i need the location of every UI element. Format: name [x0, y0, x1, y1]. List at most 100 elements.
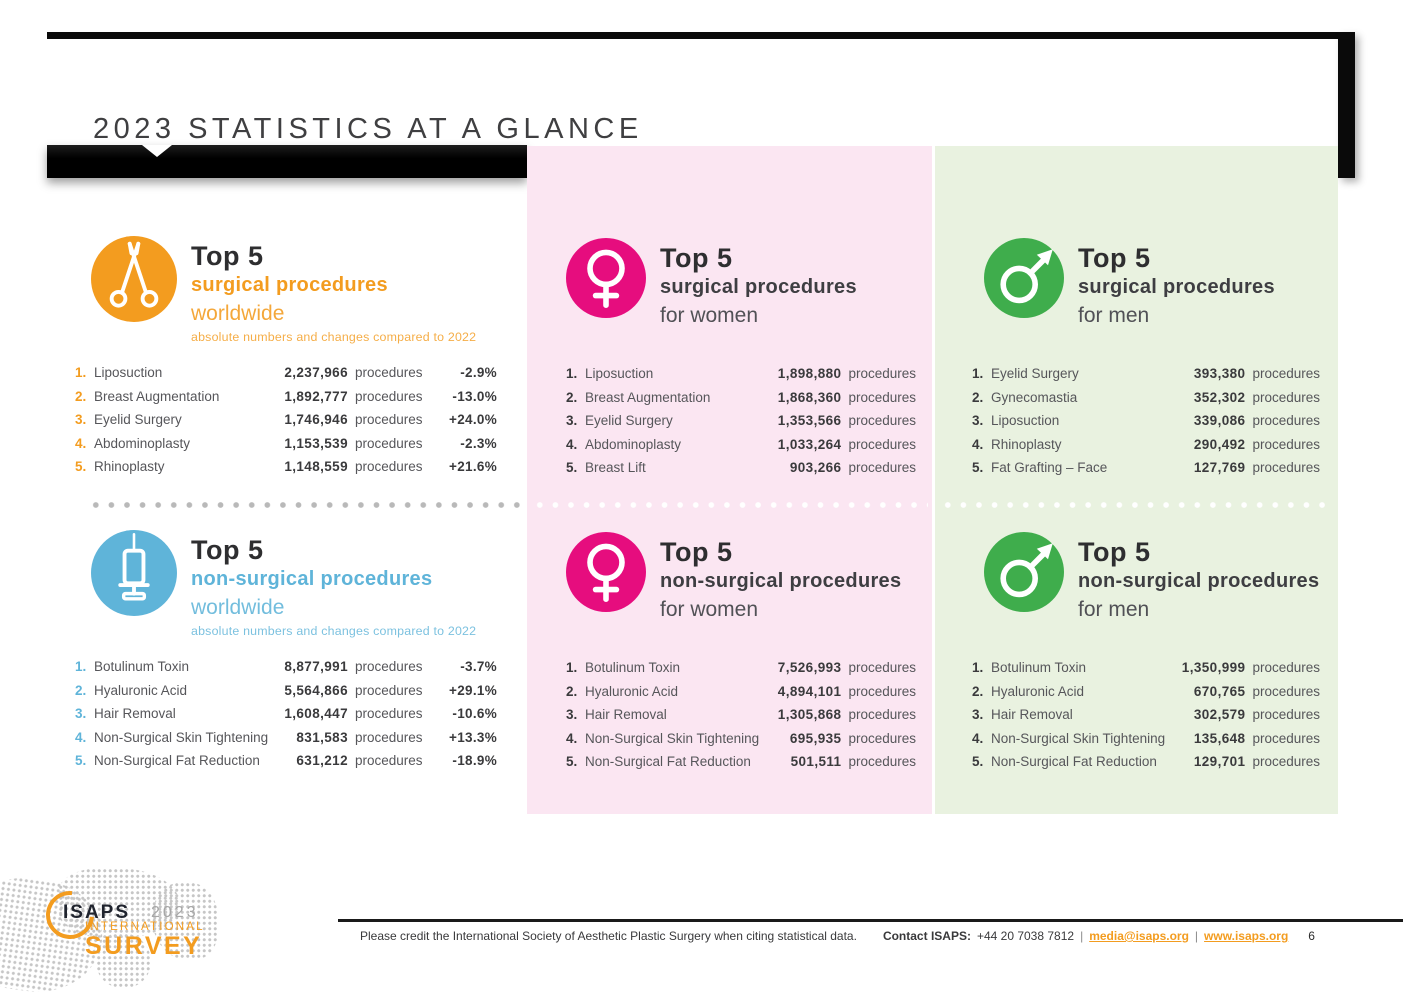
- unit-label: procedures: [355, 659, 423, 674]
- isaps-logo-text: ISAPS: [63, 902, 131, 923]
- unit-label: procedures: [848, 660, 916, 675]
- unit-label: procedures: [1252, 413, 1320, 428]
- procedure-row: 3. Hair Removal 1,608,447 procedures -10…: [75, 706, 497, 730]
- female-icon: [566, 238, 646, 318]
- rank-label: 4.: [972, 730, 984, 746]
- scissors-icon: [91, 236, 177, 322]
- procedure-count: 1,148,559: [284, 459, 348, 474]
- rank-label: 1.: [972, 366, 984, 381]
- rank-label: 2.: [75, 388, 87, 404]
- change-percent: +21.6%: [449, 459, 497, 474]
- panel-nonsurgical-worldwide: Top 5 non-surgical procedures worldwide …: [75, 530, 497, 777]
- panel-subtitle: surgical procedures: [660, 276, 857, 298]
- panel-header: Top 5 non-surgical procedures for men: [972, 532, 1320, 624]
- change-percent: -2.3%: [460, 435, 497, 451]
- rank-label: 3.: [75, 706, 87, 721]
- rank-label: 1.: [75, 365, 87, 380]
- panel-surgical-men: Top 5 surgical procedures for men 1. Eye…: [972, 238, 1320, 484]
- unit-label: procedures: [1252, 683, 1320, 699]
- procedure-name: Eyelid Surgery: [991, 366, 1079, 381]
- procedure-row: 5. Non-Surgical Fat Reduction 631,212 pr…: [75, 753, 497, 777]
- unit-label: procedures: [1252, 707, 1320, 722]
- credit-text: Please credit the International Society …: [360, 929, 857, 943]
- world-map-pattern: [96, 933, 151, 988]
- procedure-name: Liposuction: [585, 366, 654, 381]
- procedure-row: 5. Rhinoplasty 1,148,559 procedures +21.…: [75, 459, 497, 483]
- panel-scope: worldwide: [191, 302, 285, 325]
- procedure-name: Hair Removal: [991, 707, 1073, 722]
- rank-label: 3.: [972, 413, 984, 428]
- page-title: 2023 STATISTICS AT A GLANCE: [93, 113, 643, 146]
- unit-label: procedures: [1252, 660, 1320, 675]
- procedure-list: 1. Botulinum Toxin 1,350,999 procedures …: [972, 660, 1320, 778]
- procedure-row: 4. Abdominoplasty 1,153,539 procedures -…: [75, 436, 497, 460]
- syringe-icon: [91, 530, 177, 616]
- separator: |: [1080, 929, 1084, 943]
- rank-label: 3.: [566, 413, 578, 428]
- panel-scope: for men: [1078, 598, 1150, 621]
- unit-label: procedures: [1252, 730, 1320, 746]
- panel-header: Top 5 surgical procedures for men: [972, 238, 1320, 330]
- header-right-bar: [1338, 32, 1355, 178]
- procedure-name: Non-Surgical Fat Reduction: [991, 754, 1157, 769]
- procedure-count: 127,769: [1193, 460, 1246, 475]
- procedure-count: 1,350,999: [1181, 660, 1246, 675]
- procedure-name: Non-Surgical Skin Tightening: [94, 729, 269, 745]
- procedure-list: 1. Liposuction 1,898,880 procedures 2. B…: [566, 366, 916, 484]
- change-percent: -2.9%: [460, 365, 497, 380]
- separator: |: [1194, 929, 1199, 943]
- email-link[interactable]: media@isaps.org: [1089, 929, 1189, 943]
- website-link[interactable]: www.isaps.org: [1204, 929, 1289, 943]
- unit-label: procedures: [355, 459, 423, 474]
- panel-subtitle: surgical procedures: [191, 274, 388, 296]
- procedure-row: 5. Non-Surgical Fat Reduction 129,701 pr…: [972, 754, 1320, 778]
- unit-label: procedures: [355, 412, 423, 427]
- procedure-name: Eyelid Surgery: [585, 413, 673, 428]
- procedure-count: 352,302: [1193, 389, 1246, 405]
- panel-note: absolute numbers and changes compared to…: [191, 624, 477, 638]
- procedure-name: Hyaluronic Acid: [991, 683, 1085, 699]
- panel-title: Top 5: [1078, 243, 1151, 273]
- procedure-row: 1. Liposuction 2,237,966 procedures -2.9…: [75, 365, 497, 389]
- dotted-divider: [532, 500, 928, 510]
- unit-label: procedures: [1252, 366, 1320, 381]
- change-percent: -3.7%: [460, 659, 497, 674]
- procedure-row: 1. Liposuction 1,898,880 procedures: [566, 366, 916, 390]
- unit-label: procedures: [848, 754, 916, 769]
- procedure-count: 903,266: [789, 460, 842, 475]
- panel-title: Top 5: [660, 243, 733, 273]
- procedure-name: Non-Surgical Skin Tightening: [991, 730, 1166, 746]
- change-percent: +13.3%: [449, 729, 497, 745]
- procedure-count: 1,892,777: [284, 388, 348, 404]
- change-percent: -13.0%: [452, 388, 497, 404]
- procedure-row: 4. Non-Surgical Skin Tightening 831,583 …: [75, 730, 497, 754]
- procedure-row: 5. Fat Grafting – Face 127,769 procedure…: [972, 460, 1320, 484]
- procedure-name: Hyaluronic Acid: [585, 683, 679, 699]
- header-top-bar: [47, 32, 1355, 39]
- procedure-list: 1. Eyelid Surgery 393,380 procedures 2. …: [972, 366, 1320, 484]
- panel-nonsurgical-women: Top 5 non-surgical procedures for women …: [566, 532, 916, 778]
- rank-label: 1.: [75, 659, 87, 674]
- procedure-count: 1,033,264: [777, 436, 842, 452]
- unit-label: procedures: [1252, 460, 1320, 475]
- contact-label: Contact ISAPS:: [882, 929, 971, 943]
- panel-title: Top 5: [191, 535, 264, 565]
- panel-scope: worldwide: [191, 596, 285, 619]
- change-percent: -18.9%: [452, 753, 497, 768]
- procedure-count: 7,526,993: [777, 660, 842, 675]
- procedure-row: 1. Botulinum Toxin 1,350,999 procedures: [972, 660, 1320, 684]
- rank-label: 1.: [566, 660, 578, 675]
- unit-label: procedures: [355, 753, 423, 768]
- procedure-name: Fat Grafting – Face: [991, 460, 1108, 475]
- procedure-name: Rhinoplasty: [991, 436, 1062, 452]
- procedure-row: 2. Gynecomastia 352,302 procedures: [972, 390, 1320, 414]
- procedure-count: 631,212: [296, 753, 348, 768]
- header-bottom-bar: [47, 145, 527, 178]
- panel-header: Top 5 non-surgical procedures worldwide …: [75, 530, 497, 640]
- procedure-row: 3. Eyelid Surgery 1,746,946 procedures +…: [75, 412, 497, 436]
- procedure-name: Non-Surgical Fat Reduction: [585, 754, 751, 769]
- procedure-count: 4,894,101: [777, 683, 842, 699]
- panel-header: Top 5 non-surgical procedures for women: [566, 532, 916, 624]
- rank-label: 4.: [566, 730, 578, 746]
- dotted-divider: [88, 500, 526, 510]
